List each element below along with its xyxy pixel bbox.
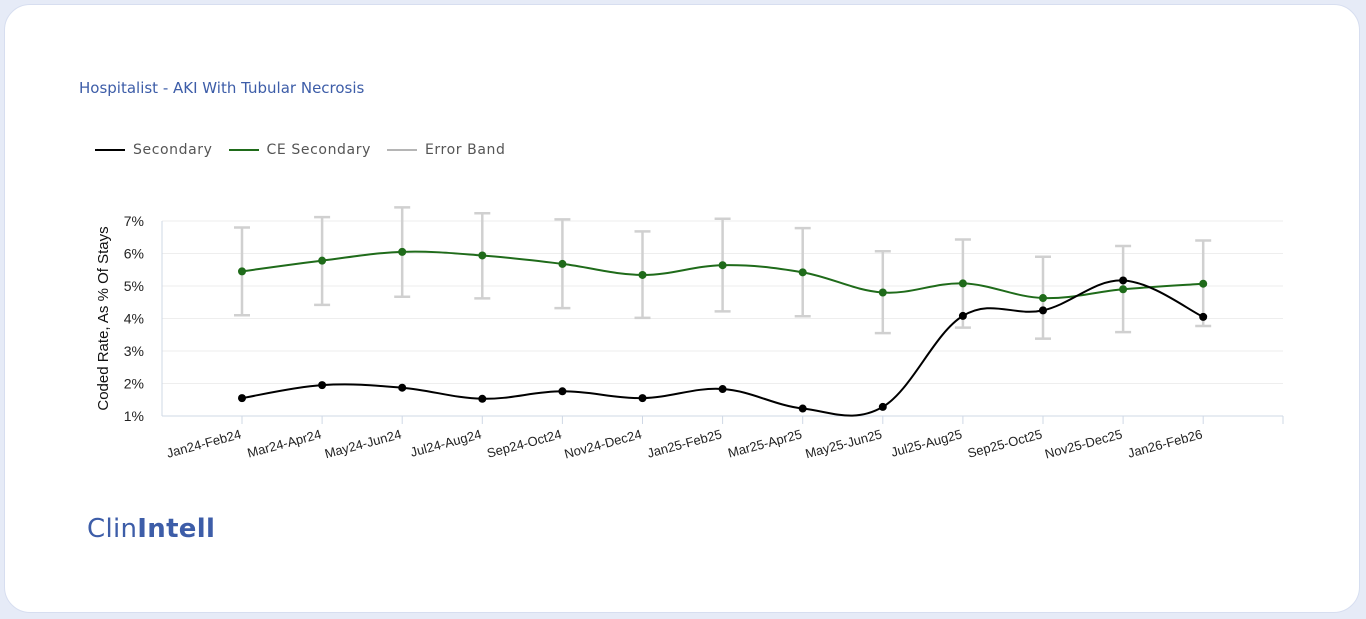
data-point-ce-secondary — [238, 267, 246, 276]
chart-card — [4, 4, 1360, 613]
data-point-ce-secondary — [398, 247, 407, 256]
data-point-ce-secondary — [878, 288, 887, 297]
legend-swatch-ce-secondary — [228, 149, 259, 151]
x-tick-label: Nov25-Dec25 — [1043, 426, 1124, 461]
y-axis-title: Coded Rate, As % Of Stays — [95, 226, 112, 410]
x-tick-label: Sep24-Oct24 — [485, 426, 563, 460]
y-tick-label: 4% — [124, 311, 144, 327]
data-point-ce-secondary — [638, 270, 647, 279]
clinintell-logo: ClinIntell — [87, 514, 215, 544]
data-point-secondary — [558, 387, 567, 396]
data-point-ce-secondary — [318, 256, 327, 265]
data-point-ce-secondary — [958, 279, 967, 288]
data-point-ce-secondary — [558, 259, 567, 268]
legend-label-ce-secondary: CE Secondary — [266, 142, 371, 158]
x-tick-label: May25-Jun25 — [804, 426, 884, 461]
legend-label-error-band: Error Band — [424, 142, 506, 158]
y-tick-label: 2% — [124, 376, 144, 392]
x-tick-label: May24-Jun24 — [323, 426, 403, 461]
data-point-ce-secondary — [1039, 294, 1047, 303]
y-tick-label: 1% — [124, 408, 144, 424]
data-point-secondary — [318, 381, 327, 390]
data-point-ce-secondary — [1199, 279, 1208, 288]
x-tick-label: Mar25-Apr25 — [726, 426, 803, 460]
logo-part-1: Clin — [87, 514, 138, 544]
x-tick-label: Sep25-Oct25 — [966, 426, 1044, 460]
data-point-secondary — [718, 385, 727, 394]
x-tick-label: Mar24-Apr24 — [246, 426, 323, 460]
legend-swatch-secondary — [95, 149, 125, 151]
y-tick-label: 6% — [124, 246, 144, 262]
x-tick-label: Jul25-Aug25 — [889, 426, 963, 459]
data-point-secondary — [1039, 306, 1047, 315]
y-tick-label: 5% — [124, 278, 144, 294]
legend-item-error-band[interactable]: Error Band — [386, 142, 506, 158]
legend-item-ce-secondary[interactable]: CE Secondary — [228, 142, 371, 158]
logo-part-2: Intell — [137, 514, 216, 544]
data-point-secondary — [878, 402, 887, 411]
chart-title: Hospitalist - AKI With Tubular Necrosis — [79, 79, 365, 97]
data-point-ce-secondary — [798, 268, 807, 277]
y-tick-label: 3% — [124, 343, 144, 359]
data-point-secondary — [398, 383, 407, 392]
x-tick-label: Jul24-Aug24 — [409, 426, 483, 459]
x-tick-label: Jan25-Feb25 — [645, 426, 723, 460]
y-tick-label: 7% — [124, 213, 144, 229]
x-tick-label: Nov24-Dec24 — [563, 426, 644, 461]
legend-swatch-error-band — [386, 149, 417, 151]
x-tick-label: Jan24-Feb24 — [165, 426, 243, 460]
x-tick-label: Jan26-Feb26 — [1126, 426, 1204, 460]
legend-label-secondary: Secondary — [133, 142, 213, 158]
data-point-secondary — [1199, 312, 1208, 321]
data-point-secondary — [958, 311, 967, 320]
data-point-secondary — [638, 394, 647, 403]
data-point-ce-secondary — [478, 251, 487, 260]
data-point-secondary — [478, 394, 487, 403]
data-point-secondary — [238, 394, 246, 403]
data-point-secondary — [798, 404, 807, 413]
chart-legend: Secondary CE Secondary Error Band — [95, 142, 522, 158]
data-point-ce-secondary — [718, 261, 727, 270]
data-point-secondary — [1119, 276, 1128, 285]
data-point-ce-secondary — [1119, 285, 1128, 294]
legend-item-secondary[interactable]: Secondary — [95, 142, 213, 158]
